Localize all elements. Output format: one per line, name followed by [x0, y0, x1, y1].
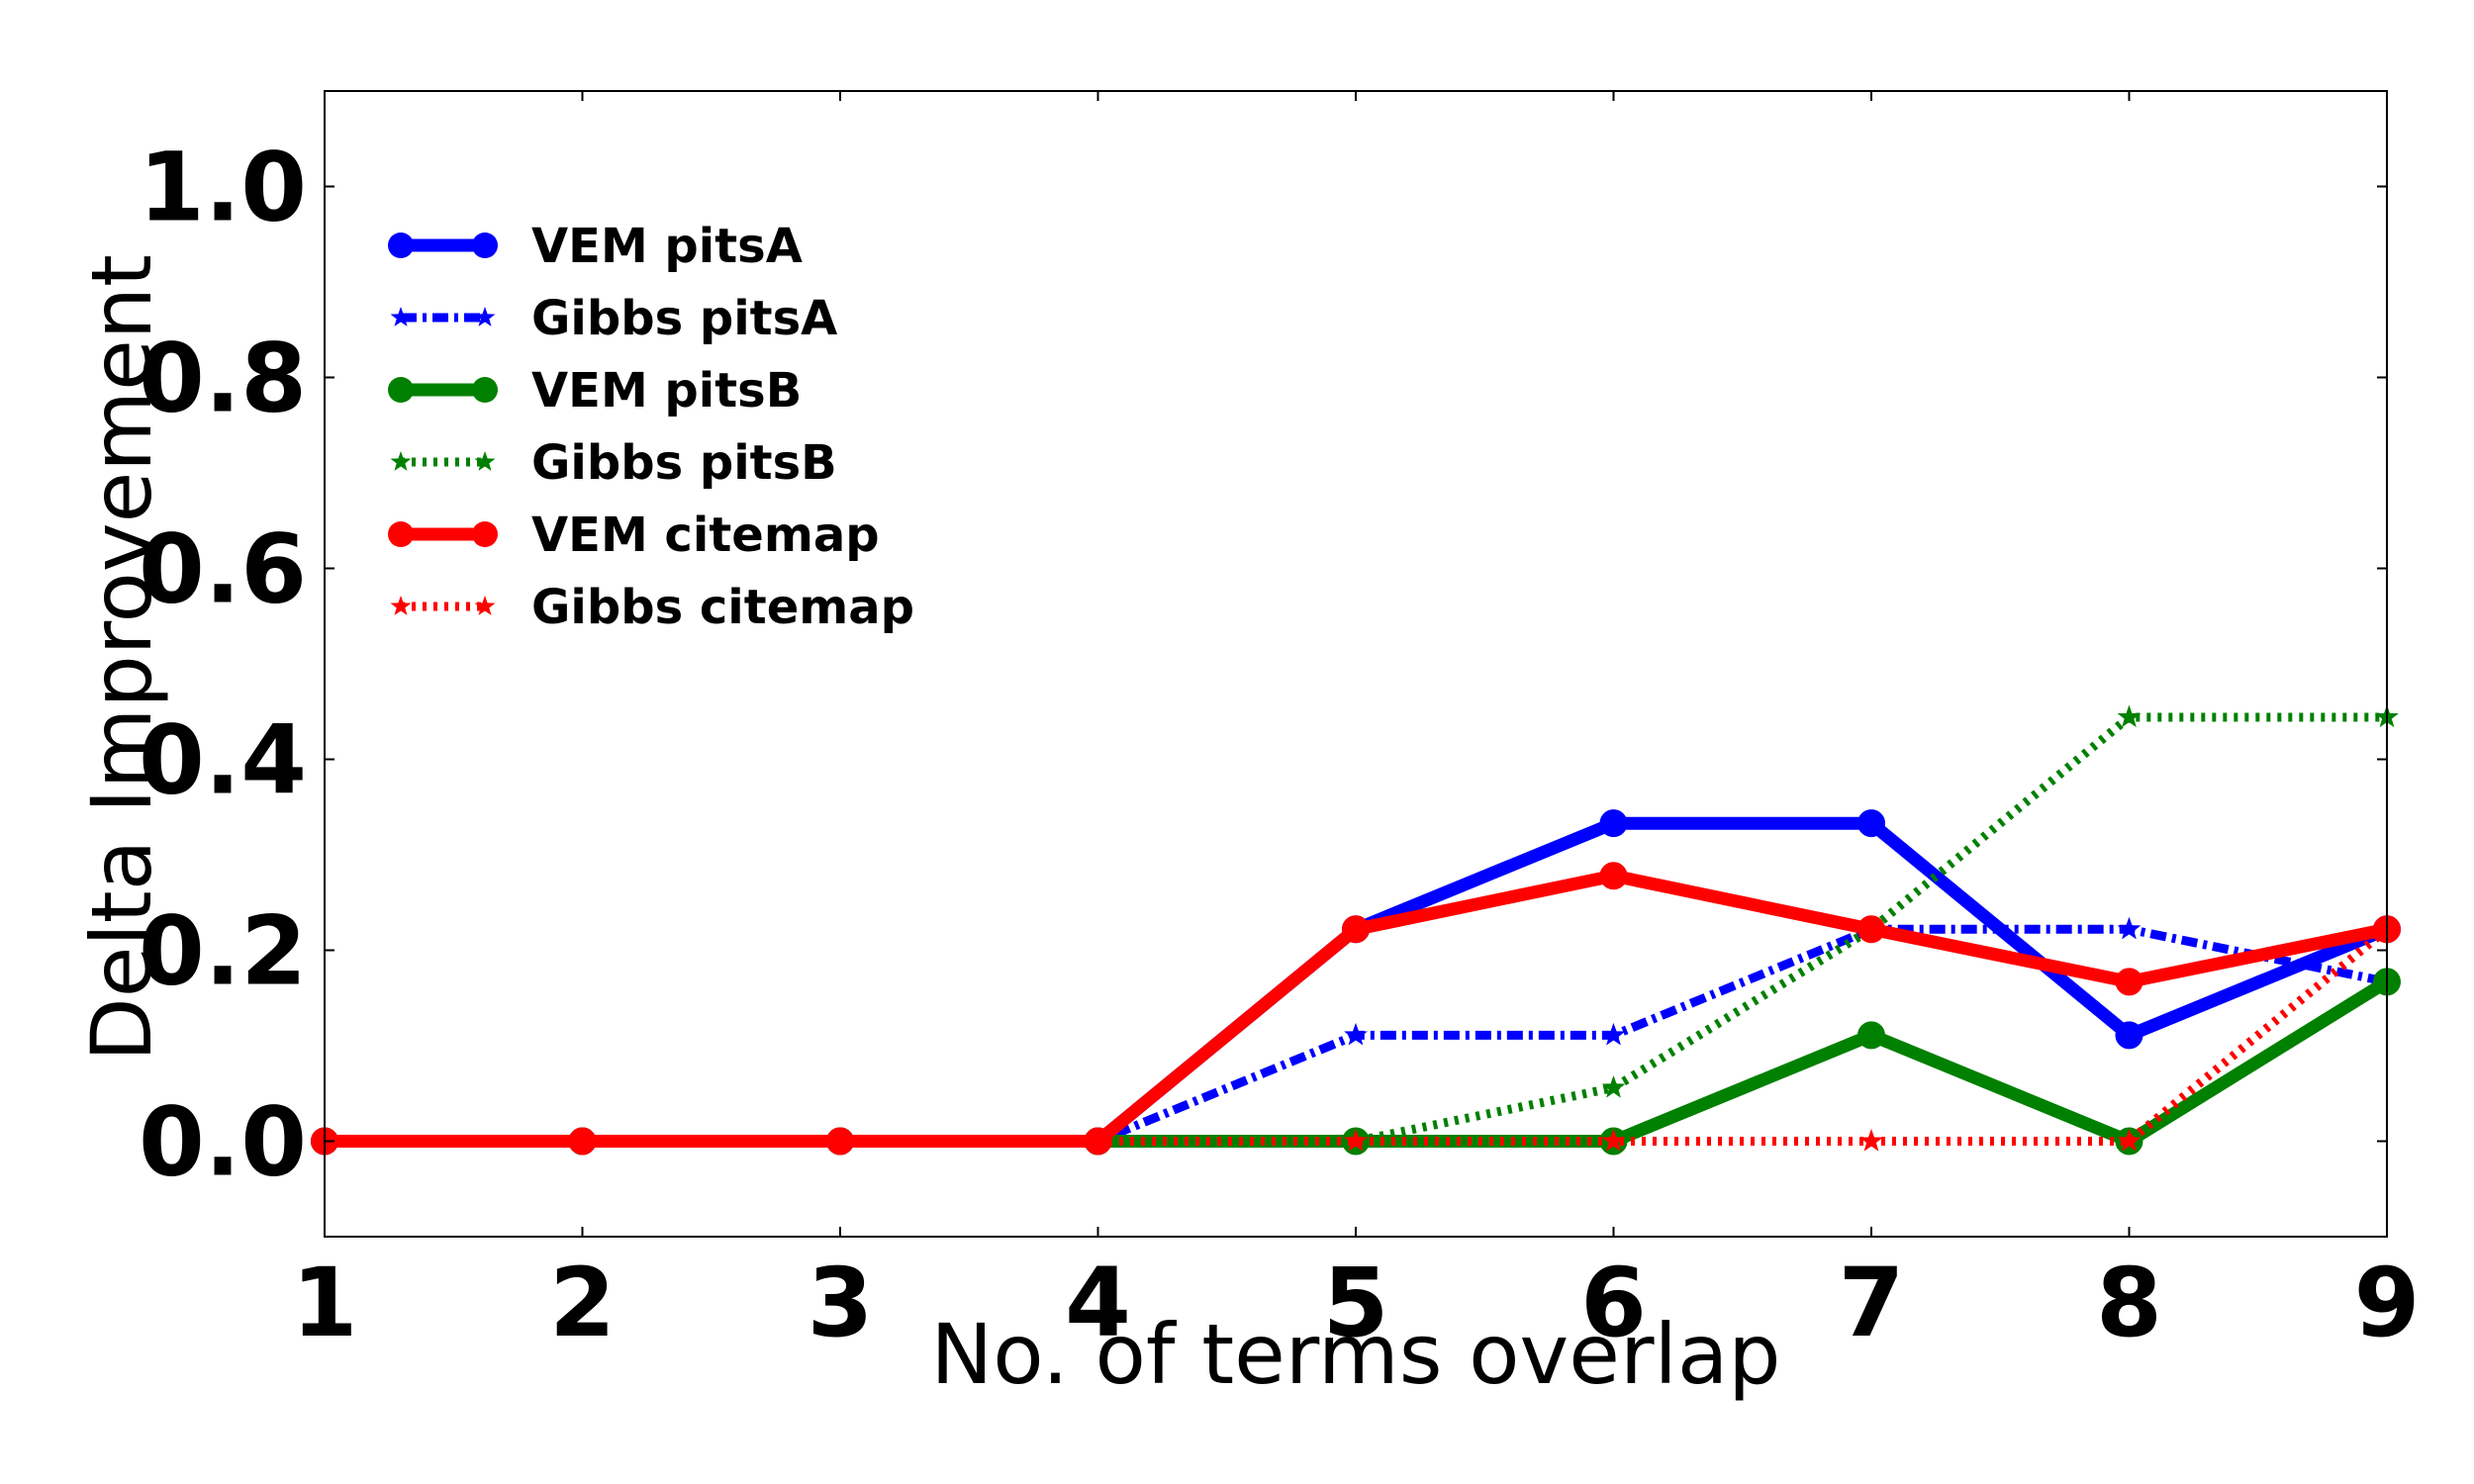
data-point: [1344, 1022, 1368, 1046]
data-point: [2117, 1128, 2141, 1152]
legend-marker: [390, 451, 412, 471]
data-point: [1601, 1075, 1626, 1098]
legend-marker: [474, 307, 496, 326]
legend-label: Gibbs pitsA: [531, 291, 837, 346]
y-tick-label: 0.0: [139, 1087, 307, 1198]
x-tick-label: 5: [1323, 1248, 1389, 1358]
x-tick-label: 9: [2354, 1248, 2421, 1358]
y-tick-label: 0.6: [139, 514, 307, 625]
axes: 1 2 3 4 5 6 7 8 9 0.0 0.2 0.4 0.6 0.8 1.0: [139, 90, 2421, 1358]
legend-item: VEM pitsA: [388, 219, 803, 274]
data-point: [828, 1128, 852, 1152]
x-tick-label: 1: [292, 1248, 358, 1358]
series-line: [325, 975, 2391, 1148]
x-axis-title: No. of terms overlap: [930, 1306, 1780, 1403]
legend-marker: [390, 596, 412, 615]
legend-marker: [474, 596, 496, 615]
legend-label: VEM citemap: [531, 508, 880, 563]
legend-marker: [390, 307, 412, 326]
data-point: [1859, 1128, 1883, 1152]
y-tick-label: 1.0: [139, 133, 307, 243]
series-vem-pitsa: [311, 809, 2401, 1156]
data-point: [1857, 1021, 1885, 1050]
data-point: [1601, 1128, 1626, 1152]
series-line: [325, 816, 2390, 1148]
data-point: [1857, 915, 1885, 944]
legend: VEM pitsA Gibbs pitsA VEM pitsB Gibbs pitsB…: [388, 219, 914, 635]
legend-item: Gibbs pitsA: [390, 291, 837, 346]
x-tick-label: 8: [2096, 1248, 2162, 1358]
y-tick-label: 0.8: [139, 324, 307, 434]
legend-marker: [388, 232, 414, 258]
legend-label: Gibbs citemap: [531, 580, 914, 635]
data-point: [1344, 1128, 1368, 1152]
y-tick-label: 0.2: [139, 896, 307, 1007]
data-point: [2115, 1021, 2143, 1050]
x-tick-label: 4: [1065, 1248, 1131, 1358]
data-point: [1857, 809, 1885, 838]
legend-label: VEM pitsA: [531, 219, 803, 274]
data-point: [2115, 968, 2143, 996]
data-point: [2117, 704, 2141, 728]
x-tick-label: 3: [808, 1248, 874, 1358]
legend-marker: [388, 521, 414, 547]
data-point: [1599, 809, 1628, 838]
y-axis-title: Delta Improvement: [73, 254, 170, 1062]
x-tick-label: 7: [1839, 1248, 1905, 1358]
legend-marker: [472, 377, 498, 403]
legend-marker: [472, 521, 498, 547]
legend-label: Gibbs pitsB: [531, 435, 837, 491]
legend-marker: [388, 377, 414, 403]
series-line: [325, 712, 2387, 1146]
legend-item: VEM citemap: [388, 508, 880, 563]
legend-label: VEM pitsB: [531, 363, 802, 418]
y-tick-label: 0.4: [139, 705, 307, 816]
data-point: [1342, 915, 1370, 944]
x-tick-label: 6: [1580, 1248, 1647, 1358]
legend-marker: [472, 232, 498, 258]
data-point: [1086, 1128, 1110, 1152]
data-point: [1601, 1022, 1626, 1046]
data-point: [570, 1128, 595, 1152]
x-tick-label: 2: [549, 1248, 616, 1358]
series-gibbs-pitsa: [313, 916, 2399, 1152]
legend-item: Gibbs pitsB: [390, 435, 837, 491]
legend-marker: [474, 451, 496, 471]
plot-area: [311, 704, 2401, 1156]
legend-item: Gibbs citemap: [390, 580, 914, 635]
data-point: [2117, 916, 2141, 940]
legend-item: VEM pitsB: [388, 363, 802, 418]
data-point: [1599, 862, 1628, 890]
